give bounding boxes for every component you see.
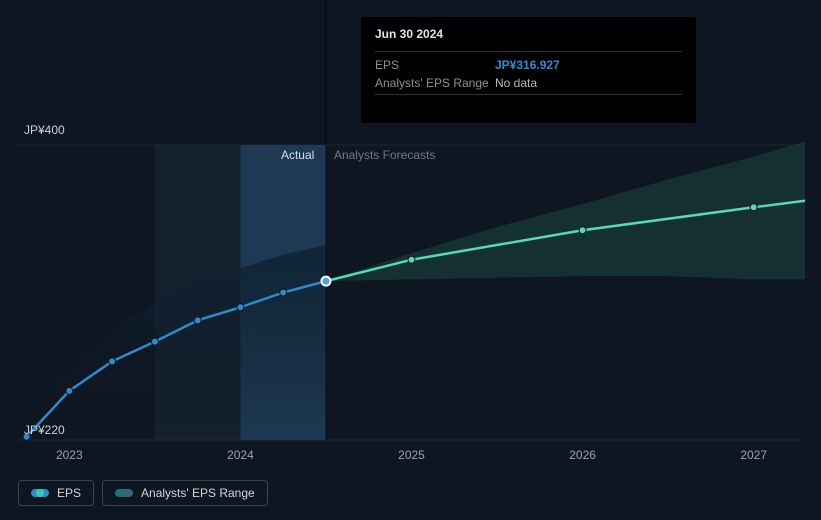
legend-label: EPS [57,486,81,500]
legend-item-range[interactable]: Analysts' EPS Range [102,480,268,506]
tooltip-divider [375,94,682,95]
section-label-forecasts: Analysts Forecasts [334,148,435,162]
tooltip-val: JP¥316.927 [495,58,560,72]
tooltip-title: Jun 30 2024 [375,27,682,47]
x-tick-label: 2025 [398,448,425,462]
tooltip-row-range: Analysts' EPS Range No data [375,74,682,92]
legend-swatch-icon [31,489,49,497]
legend-dot-icon [36,489,44,497]
legend: EPS Analysts' EPS Range [18,480,268,506]
tooltip-divider [375,51,682,52]
section-label-actual: Actual [281,148,314,162]
legend-dot-icon [120,489,128,497]
tooltip-row-eps: EPS JP¥316.927 [375,56,682,74]
tooltip-key: Analysts' EPS Range [375,76,495,90]
tooltip-key: EPS [375,58,495,72]
legend-label: Analysts' EPS Range [141,486,255,500]
y-tick-upper: JP¥400 [24,123,65,137]
x-axis-labels: 2023 2024 2025 2026 2027 [18,448,805,468]
legend-item-eps[interactable]: EPS [18,480,94,506]
x-tick-label: 2027 [740,448,767,462]
x-tick-label: 2023 [56,448,83,462]
y-tick-lower: JP¥220 [24,423,65,437]
x-tick-label: 2024 [227,448,254,462]
chart-tooltip: Jun 30 2024 EPS JP¥316.927 Analysts' EPS… [361,17,696,123]
legend-swatch-icon [115,489,133,497]
eps-chart: JP¥400 JP¥220 Actual Analysts Forecasts … [18,0,805,520]
x-tick-label: 2026 [569,448,596,462]
tooltip-val: No data [495,76,537,90]
